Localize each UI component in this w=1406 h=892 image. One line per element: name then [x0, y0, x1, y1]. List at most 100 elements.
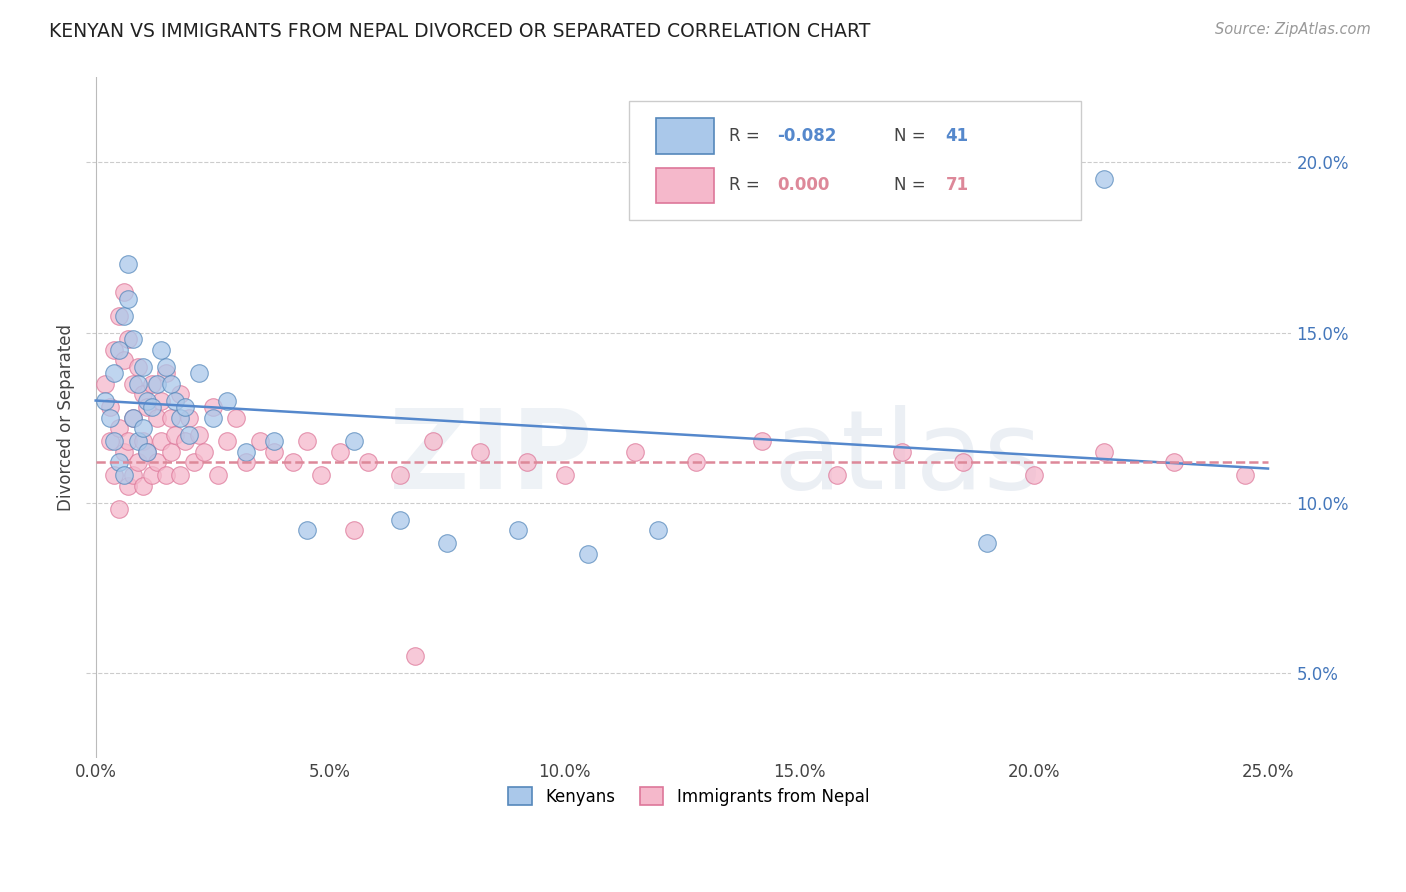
Point: [117, 258, 139, 272]
Point: [647, 523, 669, 537]
Point: [150, 343, 173, 357]
Point: [342, 434, 364, 449]
Point: [103, 468, 125, 483]
Point: [389, 468, 412, 483]
Point: [136, 444, 159, 458]
FancyBboxPatch shape: [628, 102, 1081, 220]
Point: [112, 352, 135, 367]
Point: [207, 468, 229, 483]
Point: [117, 434, 139, 449]
Point: [103, 343, 125, 357]
Point: [235, 455, 257, 469]
Text: KENYAN VS IMMIGRANTS FROM NEPAL DIVORCED OR SEPARATED CORRELATION CHART: KENYAN VS IMMIGRANTS FROM NEPAL DIVORCED…: [49, 22, 870, 41]
Point: [1092, 172, 1115, 186]
Point: [108, 343, 131, 357]
Point: [263, 444, 285, 458]
Point: [131, 421, 153, 435]
Point: [155, 367, 177, 381]
Point: [187, 427, 209, 442]
Point: [187, 367, 209, 381]
Point: [263, 434, 285, 449]
Point: [145, 410, 167, 425]
Point: [624, 444, 647, 458]
Point: [112, 309, 135, 323]
FancyBboxPatch shape: [657, 168, 714, 203]
Text: R =: R =: [728, 127, 765, 145]
Point: [117, 332, 139, 346]
Y-axis label: Divorced or Separated: Divorced or Separated: [58, 324, 75, 511]
Point: [131, 434, 153, 449]
Text: N =: N =: [894, 177, 931, 194]
Point: [952, 455, 974, 469]
Text: 41: 41: [946, 127, 969, 145]
Point: [179, 427, 201, 442]
Point: [150, 434, 173, 449]
Point: [173, 434, 195, 449]
Legend: Kenyans, Immigrants from Nepal: Kenyans, Immigrants from Nepal: [501, 779, 877, 814]
Point: [141, 468, 163, 483]
Point: [193, 444, 215, 458]
Point: [98, 410, 121, 425]
Point: [127, 455, 149, 469]
Point: [150, 393, 173, 408]
Text: Source: ZipAtlas.com: Source: ZipAtlas.com: [1215, 22, 1371, 37]
Point: [94, 376, 117, 391]
Point: [122, 410, 145, 425]
Point: [131, 386, 153, 401]
Point: [98, 401, 121, 415]
Point: [389, 512, 412, 526]
Point: [576, 547, 599, 561]
Point: [309, 468, 332, 483]
Point: [108, 455, 131, 469]
Point: [235, 444, 257, 458]
Point: [356, 455, 378, 469]
Point: [127, 376, 149, 391]
Point: [122, 468, 145, 483]
Point: [825, 468, 848, 483]
Point: [117, 292, 139, 306]
Point: [112, 444, 135, 458]
Point: [112, 468, 135, 483]
Point: [249, 434, 271, 449]
Point: [159, 444, 181, 458]
FancyBboxPatch shape: [657, 119, 714, 153]
Point: [127, 434, 149, 449]
Point: [122, 332, 145, 346]
Point: [131, 359, 153, 374]
Point: [201, 401, 224, 415]
Point: [516, 455, 538, 469]
Text: -0.082: -0.082: [778, 127, 837, 145]
Point: [155, 359, 177, 374]
Text: R =: R =: [728, 177, 765, 194]
Point: [159, 410, 181, 425]
Point: [108, 502, 131, 516]
Point: [94, 393, 117, 408]
Point: [295, 434, 318, 449]
Point: [173, 401, 195, 415]
Point: [215, 393, 238, 408]
Point: [112, 285, 135, 299]
Point: [169, 468, 191, 483]
Point: [295, 523, 318, 537]
Point: [751, 434, 773, 449]
Text: 0.000: 0.000: [778, 177, 830, 194]
Point: [159, 376, 181, 391]
Point: [169, 410, 191, 425]
Text: 71: 71: [946, 177, 969, 194]
Point: [1092, 444, 1115, 458]
Point: [127, 359, 149, 374]
Point: [328, 444, 350, 458]
Point: [183, 455, 205, 469]
Point: [470, 444, 492, 458]
Point: [165, 427, 187, 442]
Text: N =: N =: [894, 127, 931, 145]
Point: [342, 523, 364, 537]
Text: atlas: atlas: [773, 405, 1042, 512]
Point: [201, 410, 224, 425]
Point: [141, 376, 163, 391]
Point: [554, 468, 576, 483]
Point: [685, 455, 707, 469]
Point: [145, 455, 167, 469]
Point: [98, 434, 121, 449]
Point: [404, 648, 426, 663]
